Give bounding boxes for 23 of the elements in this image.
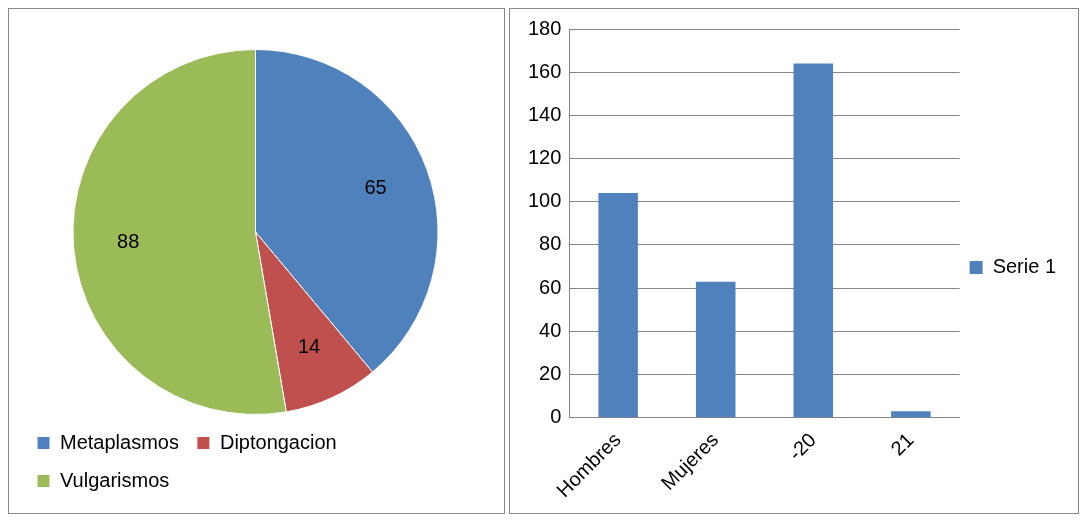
legend-label: Vulgarismos xyxy=(60,468,170,491)
bar xyxy=(891,411,931,418)
legend-label: Serie 1 xyxy=(992,255,1057,278)
data-label: 14 xyxy=(297,335,321,358)
y-tick-label: 20 xyxy=(539,361,562,384)
y-tick-label: 0 xyxy=(550,405,562,428)
data-label: 88 xyxy=(117,230,140,253)
data-label: 65 xyxy=(364,175,387,198)
legend-label: Metaplasmos xyxy=(60,430,179,453)
x-tick-label: -20 xyxy=(784,428,821,465)
y-tick-label: 60 xyxy=(539,275,562,298)
bar xyxy=(793,63,834,418)
y-tick-label: 100 xyxy=(527,189,562,212)
bar xyxy=(598,193,638,418)
x-tick-label: 21 xyxy=(886,428,918,460)
y-tick-label: 180 xyxy=(527,16,562,39)
y-tick-label: 80 xyxy=(539,232,562,255)
y-tick-label: 140 xyxy=(527,102,562,125)
legend-label: Diptongacion xyxy=(219,430,337,453)
bar xyxy=(695,281,736,418)
y-tick-label: 160 xyxy=(527,59,562,82)
y-tick-label: 40 xyxy=(539,318,562,341)
y-tick-label: 120 xyxy=(527,146,562,169)
